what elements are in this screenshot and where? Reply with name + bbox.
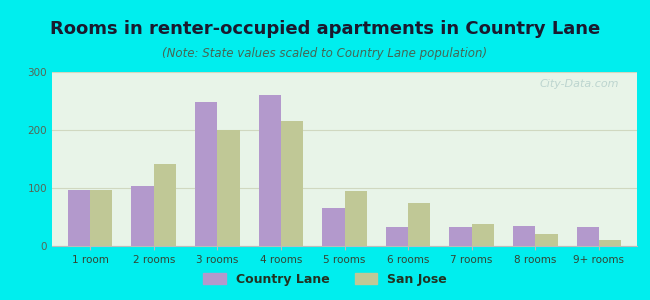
Bar [154, 164, 176, 246]
Bar [344, 191, 367, 246]
Text: (Note: State values scaled to Country Lane population): (Note: State values scaled to Country La… [162, 46, 488, 59]
Legend: Country Lane, San Jose: Country Lane, San Jose [198, 268, 452, 291]
Bar [217, 130, 240, 246]
Bar [472, 224, 494, 246]
Bar [259, 95, 281, 246]
Bar [513, 226, 535, 246]
Bar [408, 202, 430, 246]
Bar [68, 190, 90, 246]
Bar [577, 227, 599, 246]
Bar [90, 190, 112, 246]
Bar [449, 227, 472, 246]
Bar [599, 240, 621, 246]
Bar [131, 186, 154, 246]
Bar [535, 234, 558, 246]
Bar [281, 121, 303, 246]
Bar [386, 227, 408, 246]
Bar [322, 208, 344, 246]
Bar [195, 102, 217, 246]
Text: Rooms in renter-occupied apartments in Country Lane: Rooms in renter-occupied apartments in C… [50, 20, 600, 38]
Text: City-Data.com: City-Data.com [540, 79, 619, 89]
